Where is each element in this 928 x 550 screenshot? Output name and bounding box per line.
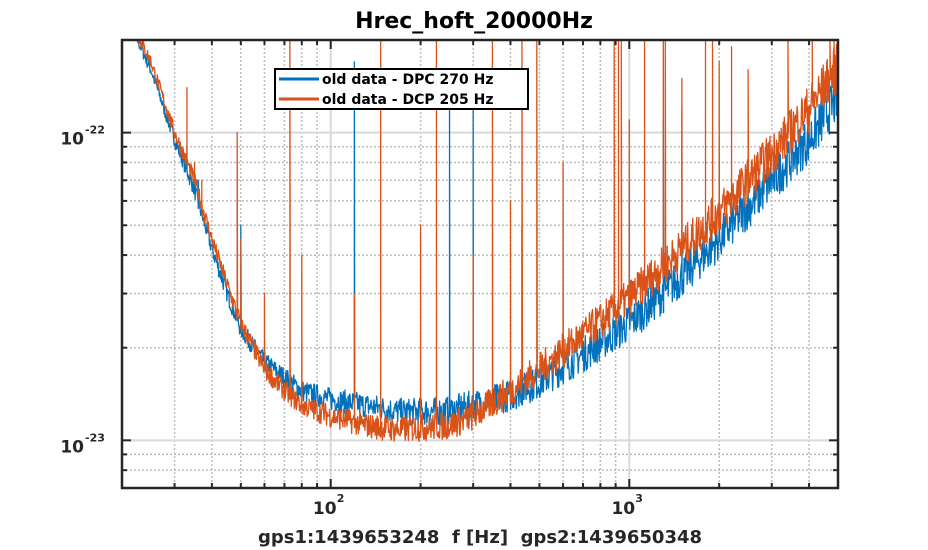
y-tick-label: 10: [60, 130, 84, 150]
y-tick-label-exponent: -22: [85, 124, 105, 137]
axes-box: [120, 38, 840, 490]
series-line-dcp-205hz: [121, 39, 839, 442]
x-tick-label: 10: [313, 499, 337, 519]
chart-title: Hrec_hoft_20000Hz: [355, 9, 593, 34]
y-tick-label-exponent: -23: [85, 431, 105, 444]
ticks: [122, 39, 838, 489]
x-tick-label-exponent: 3: [635, 492, 643, 505]
legend-box: [274, 68, 529, 110]
legend-label-dpc: old data - DPC 270 Hz: [322, 72, 493, 88]
legend-label-dcp: old data - DCP 205 Hz: [322, 92, 493, 108]
x-axis-label: gps1:1439653248 f [Hz] gps2:1439650348: [258, 527, 702, 548]
legend[interactable]: old data - DPC 270 Hz old data - DCP 205…: [274, 68, 529, 110]
x-tick-label: 10: [611, 499, 635, 519]
series-group: [121, 39, 839, 442]
x-tick-label-exponent: 2: [337, 492, 345, 505]
y-tick-label: 10: [60, 437, 84, 457]
